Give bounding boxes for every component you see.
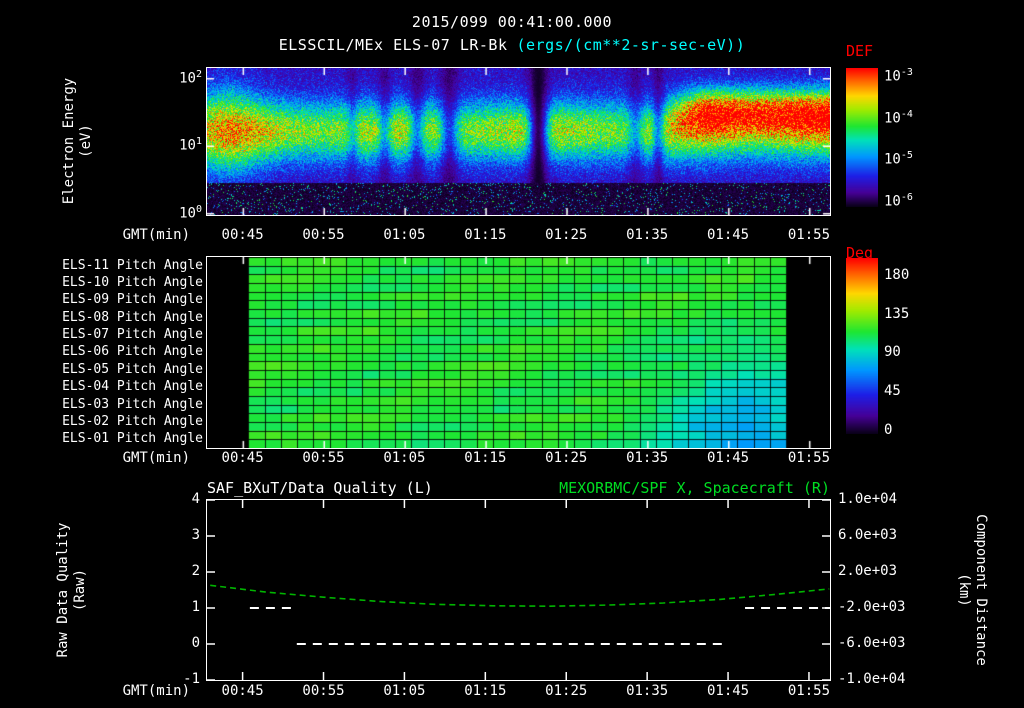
spacecraft-distance-curve — [210, 584, 830, 608]
x-tick-label: 01:35 — [626, 450, 669, 466]
electron-energy-spectrogram — [207, 68, 830, 215]
deg-colorbar-title: Deg — [846, 244, 874, 262]
pitch-row-label: ELS-08 Pitch Angle — [62, 309, 203, 325]
x-tick-label: 01:55 — [787, 450, 831, 466]
distance-y-tick-label: -2.0e+03 — [838, 599, 906, 615]
pitch-row-label: ELS-03 Pitch Angle — [62, 396, 203, 412]
x-tick-label: 01:25 — [545, 683, 588, 699]
pitch-row-label: ELS-05 Pitch Angle — [62, 361, 203, 377]
spectrogram-y-tick-label: 101 — [179, 136, 202, 155]
def-colorbar-tick-label: 10-5 — [884, 150, 913, 168]
x-axis-title: GMT(min) — [122, 450, 190, 466]
x-tick-label: 00:55 — [302, 227, 345, 243]
pitch-angle-heatmap — [207, 257, 830, 448]
pitch-row-label: ELS-11 Pitch Angle — [62, 257, 203, 273]
x-tick-label: 01:15 — [464, 450, 507, 466]
units-label: (ergs/(cm**2-sr-sec-eV)) — [516, 36, 746, 54]
x-tick-label: 01:05 — [383, 683, 426, 699]
def-colorbar-tick-label: 10-4 — [884, 108, 913, 127]
quality-y-axis-label-line1: Raw Data Quality — [55, 522, 71, 658]
pitch-row-label: ELS-09 Pitch Angle — [62, 292, 203, 308]
quality-y-axis-label: Raw Data Quality (Raw) — [55, 440, 89, 708]
def-colorbar-title: DEF — [846, 42, 874, 60]
quality-y-tick-label: 0 — [191, 635, 200, 651]
quality-y-tick-label: 3 — [191, 527, 200, 543]
x-tick-label: 01:55 — [787, 683, 831, 699]
plot-subtitle: ELSSCIL/MEx ELS-07 LR-Bk (ergs/(cm**2-sr-… — [0, 36, 1024, 54]
pitch-row-label: ELS-04 Pitch Angle — [62, 379, 203, 395]
pitch-row-label: ELS-10 Pitch Angle — [62, 275, 203, 291]
spectrogram-y-axis-label: Electron Energy (eV) — [61, 0, 95, 291]
x-tick-label: 01:25 — [545, 450, 588, 466]
distance-y-tick-label: 6.0e+03 — [838, 527, 898, 543]
x-tick-label: 01:25 — [545, 227, 588, 243]
distance-y-tick-label: 1.0e+04 — [838, 491, 898, 507]
quality-y-tick-label: -1 — [183, 671, 200, 687]
x-tick-label: 00:45 — [221, 683, 264, 699]
deg-colorbar-tick-label: 0 — [884, 421, 893, 438]
x-tick-label: 01:15 — [464, 683, 507, 699]
x-axis-title: GMT(min) — [122, 683, 190, 699]
deg-colorbar-tick-label: 45 — [884, 383, 901, 400]
distance-y-tick-label: -1.0e+04 — [838, 671, 906, 687]
deg-colorbar-tick-label: 135 — [884, 305, 910, 322]
distance-y-axis-label-line2: (km) — [956, 573, 972, 607]
x-tick-label: 01:55 — [787, 227, 831, 243]
deg-colorbar-tick-label: 90 — [884, 344, 901, 361]
distance-y-axis-label-line1: Component Distance — [973, 514, 989, 666]
x-axis-title: GMT(min) — [122, 227, 190, 243]
x-tick-label: 01:35 — [626, 227, 669, 243]
x-tick-label: 01:35 — [626, 683, 669, 699]
distance-y-axis-label: Component Distance (km) — [955, 440, 989, 708]
x-tick-label: 01:05 — [383, 450, 426, 466]
pitch-row-label: ELS-06 Pitch Angle — [62, 344, 203, 360]
spectrogram-y-axis-label-line1: Electron Energy — [61, 77, 77, 205]
quality-y-tick-label: 1 — [191, 599, 200, 615]
quality-distance-plot — [207, 500, 830, 680]
x-tick-label: 01:05 — [383, 227, 426, 243]
def-colorbar-tick-label: 10-3 — [884, 67, 913, 85]
x-tick-label: 00:55 — [302, 683, 345, 699]
def-colorbar-tick-label: 10-6 — [884, 191, 913, 210]
distance-y-tick-label: 2.0e+03 — [838, 563, 898, 579]
pitch-row-label: ELS-07 Pitch Angle — [62, 327, 203, 343]
x-tick-label: 00:45 — [221, 227, 264, 243]
spectrogram-y-tick-label: 100 — [179, 203, 202, 222]
quality-panel-frame — [206, 499, 831, 681]
quality-y-tick-label: 2 — [191, 563, 200, 579]
deg-colorbar-tick-label: 180 — [884, 267, 910, 283]
def-colorbar — [846, 68, 878, 207]
x-tick-label: 00:55 — [302, 450, 345, 466]
quality-panel-title: SAF_BXuT/Data Quality (L) — [207, 479, 433, 497]
x-tick-label: 00:45 — [221, 450, 264, 466]
instrument-title: ELSSCIL/MEx ELS-07 LR-Bk — [278, 36, 508, 54]
quality-y-tick-label: 4 — [191, 491, 200, 507]
distance-y-tick-label: -6.0e+03 — [838, 635, 906, 651]
x-tick-label: 01:45 — [706, 683, 750, 699]
spectrogram-y-axis-label-line2: (eV) — [78, 124, 94, 158]
deg-colorbar — [846, 258, 878, 434]
x-tick-label: 01:15 — [464, 227, 507, 243]
pitch-row-label: ELS-01 Pitch Angle — [62, 431, 203, 447]
pitch-row-label: ELS-02 Pitch Angle — [62, 413, 203, 429]
spectrogram-y-tick-label: 102 — [179, 68, 202, 87]
quality-y-axis-label-line2: (Raw) — [72, 568, 88, 612]
timestamp-title: 2015/099 00:41:00.000 — [411, 13, 613, 31]
spacecraft-panel-title: MEXORBMC/SPF X, Spacecraft (R) — [559, 479, 830, 497]
x-tick-label: 01:45 — [706, 227, 750, 243]
x-tick-label: 01:45 — [706, 450, 750, 466]
